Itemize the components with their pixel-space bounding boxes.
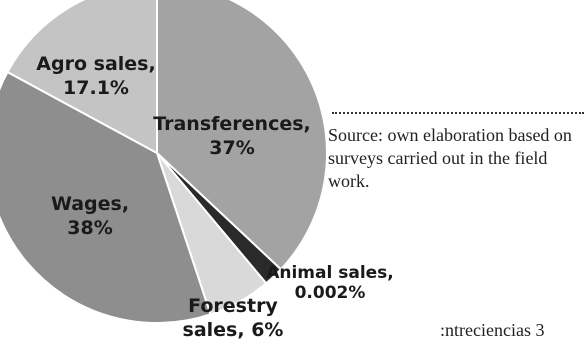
note-divider: [332, 112, 584, 114]
pie-labels: Transferences, 37%Animal sales, 0.002%Fore…: [36, 53, 393, 341]
slice-label: Transferences, 37%: [153, 113, 311, 159]
slice-label-line: 38%: [67, 217, 112, 239]
slice-label-line: Wages,: [51, 193, 129, 215]
slice-label-line: sales, 6%: [183, 319, 284, 341]
pie-slice: [6, 0, 158, 155]
slice-label-line: Transferences,: [153, 113, 311, 135]
source-note: Source: own elaboration based on surveys…: [328, 125, 572, 191]
slice-label: Animal sales, 0.002%: [266, 263, 394, 303]
slice-label-line: 0.002%: [295, 283, 366, 303]
footer-text: :ntreciencias 3: [440, 320, 545, 340]
pie-slices: [0, 0, 328, 325]
slice-label-line: Forestry: [188, 295, 278, 317]
pie-slice: [156, 0, 328, 271]
slice-label-line: 37%: [209, 137, 254, 159]
pie-slice: [0, 70, 212, 325]
slice-label-line: 17.1%: [63, 77, 129, 99]
slice-label-line: Animal sales,: [266, 263, 394, 283]
slice-label-line: Agro sales,: [36, 53, 155, 75]
slice-label: Forestry sales, 6%: [183, 295, 284, 341]
slice-label: Wages, 38%: [51, 193, 129, 239]
slice-label: Agro sales, 17.1%: [36, 53, 155, 99]
